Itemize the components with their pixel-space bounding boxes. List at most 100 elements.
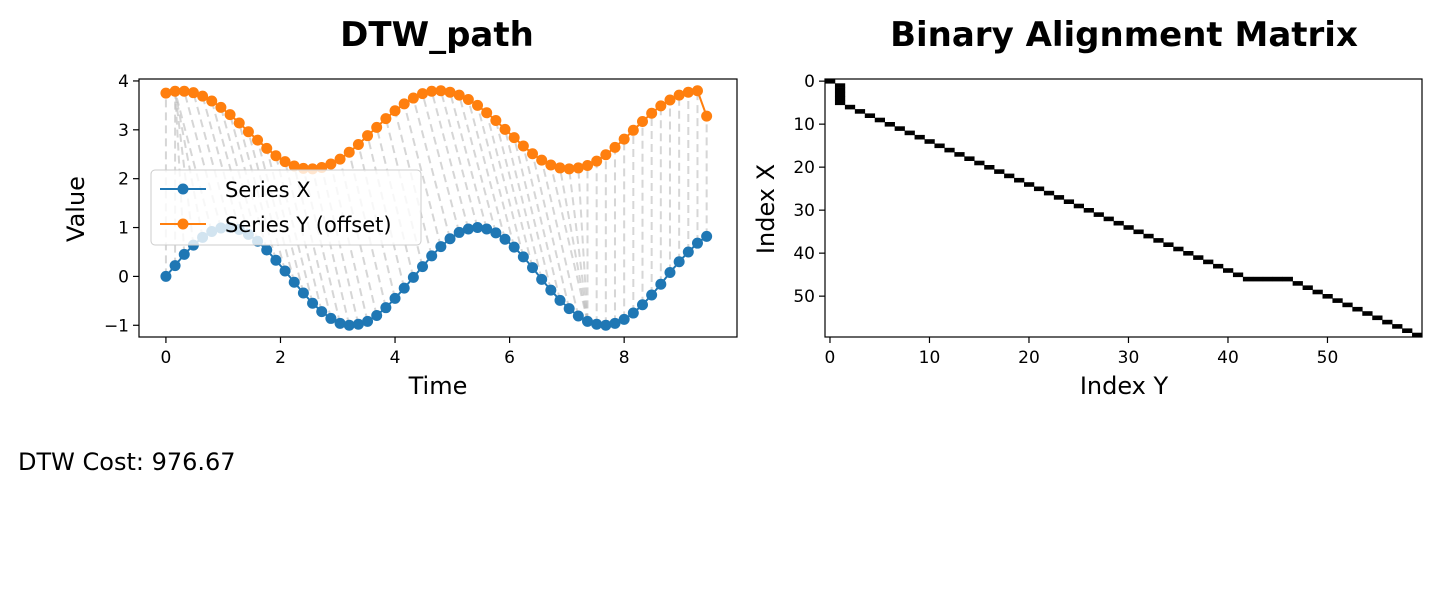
matrix-cell [904,130,915,136]
series-point-x [591,318,603,330]
matrix-cell [934,143,945,149]
series-point-y [343,146,355,158]
series-point-x [160,270,172,282]
left-plot-frame [138,78,738,338]
series-point-x [444,233,456,245]
series-point-x [545,284,557,296]
matrix-cell [834,91,846,97]
series-point-x [527,262,539,274]
series-point-x [343,319,355,331]
series-point-y [371,121,383,133]
series-point-x [664,267,676,278]
series-point-y [481,107,493,119]
matrix-cell [825,79,836,84]
matrix-cell [1402,328,1413,333]
left-x-axis-label: Time [408,372,468,400]
legend-dot-series-y [177,218,189,230]
matrix-cell [1133,229,1144,235]
x-tick-label: 10 [919,348,941,368]
series-point-y [545,159,557,171]
series-point-x [481,223,493,235]
y-tick-label: 30 [793,201,815,221]
series-point-y [554,162,566,174]
series-point-y [426,85,438,97]
x-tick-label: 0 [825,348,836,368]
matrix-cell [1352,306,1363,312]
series-point-y [682,86,694,98]
x-tick-label: 20 [1018,348,1040,368]
warping-link [412,97,451,240]
matrix-cell [1282,276,1293,282]
matrix-cell [1232,272,1244,278]
series-point-x [682,246,694,258]
series-point-y [261,142,273,154]
series-point-x [325,312,337,324]
warping-link [549,164,589,322]
series-point-y [701,110,713,122]
series-point-y [178,85,190,97]
series-point-y [536,154,548,166]
matrix-cell [1412,332,1423,338]
series-point-y [233,117,245,129]
series-point-x [655,278,667,290]
series-point-x [389,292,401,304]
series-point-x [334,317,346,329]
matrix-cell [1322,294,1333,299]
series-point-y [472,99,484,111]
warping-link [522,145,561,301]
series-point-y [664,94,676,106]
matrix-cell [854,109,866,114]
series-layer [160,85,713,331]
x-tick-label: 40 [1217,348,1239,368]
series-point-x [371,310,383,321]
series-point-y [490,115,502,127]
warping-link [430,90,470,230]
series-point-x [435,241,447,253]
x-tick-label: 2 [275,348,286,368]
series-point-x [517,251,529,263]
matrix-cell [1123,225,1134,230]
series-point-y [462,94,474,106]
matrix-cell [1262,276,1274,282]
matrix-cell [1332,298,1343,303]
x-tick-label: 30 [1118,348,1140,368]
matrix-cell [1073,203,1084,209]
series-point-y [453,89,465,101]
y-tick-label: 40 [793,244,815,264]
dtw-cost-text: DTW Cost: 976.67 [18,448,236,476]
series-point-x [169,260,181,272]
series-point-y [407,92,419,104]
matrix-cell [1153,238,1164,243]
series-point-y [398,98,410,110]
warping-link [485,112,525,258]
series-point-y [252,134,264,146]
matrix-cell [944,147,955,153]
series-point-y [169,85,181,97]
warping-link [403,103,442,247]
legend-dot-series-x [177,183,189,195]
y-tick-label: 0 [118,267,129,287]
matrix-cell [884,122,895,127]
y-tick-label: 2 [118,170,129,190]
matrix-cell [894,126,905,131]
warping-link [513,137,552,291]
series-point-y [187,87,199,99]
matrix-cell [1053,195,1065,200]
matrix-cell [834,87,846,93]
series-point-y [224,109,236,121]
series-point-x [362,315,374,327]
matrix-cell [834,96,846,101]
matrix-cell [1213,263,1224,269]
series-point-x [417,261,429,273]
matrix-cell [924,139,935,144]
matrix-cell [1014,177,1025,183]
matrix-cell [1063,199,1075,204]
x-tick-label: 50 [1317,348,1339,368]
series-point-y [582,159,593,171]
series-point-x [261,244,273,256]
series-point-y [444,86,456,98]
matrix-cell [954,152,965,157]
right-y-axis: 0 10 20 30 40 50 [793,72,825,307]
series-point-x [563,303,575,315]
x-tick-label: 4 [390,348,401,368]
